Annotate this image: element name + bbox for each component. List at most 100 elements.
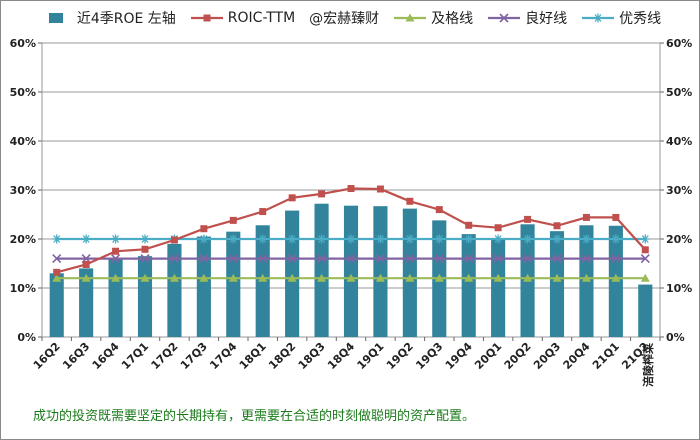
x-tick-label: 18Q1 (237, 340, 269, 372)
legend-swatch (487, 11, 521, 25)
legend-item: ROIC-TTM (190, 10, 295, 26)
legend-label: @宏赫臻财 (309, 11, 380, 27)
point-star (464, 234, 474, 244)
bar (196, 236, 211, 337)
bar (108, 257, 123, 337)
point-triangle (52, 273, 62, 282)
x-tick-label: 17Q2 (149, 340, 181, 372)
x-tick-label: 20Q1 (472, 340, 504, 372)
point-star (375, 234, 385, 244)
point-triangle (464, 273, 474, 282)
legend-swatch (581, 11, 615, 25)
point-star (111, 234, 121, 244)
point-square (524, 215, 532, 223)
bar (638, 284, 653, 337)
company-label: 涪陵榨菜 (641, 342, 655, 387)
point-triangle (111, 273, 121, 282)
point-square (612, 213, 620, 221)
point-x (493, 254, 503, 264)
point-star (258, 234, 268, 244)
point-square (465, 221, 473, 229)
point-x (523, 254, 533, 264)
x-tick-label: 16Q2 (31, 340, 63, 372)
point-star (523, 234, 533, 244)
point-triangle (552, 273, 562, 282)
bar (49, 273, 64, 337)
x-tick-label: 16Q3 (60, 340, 92, 372)
point-x (52, 254, 62, 264)
point-triangle (228, 273, 238, 282)
bar (461, 234, 476, 337)
point-square (406, 197, 414, 205)
point-x (228, 254, 238, 264)
point-triangle (611, 273, 621, 282)
point-x (434, 254, 444, 264)
bar (79, 268, 94, 337)
point-triangle (640, 273, 650, 282)
x-tick-label: 19Q3 (413, 340, 445, 372)
point-triangle (581, 273, 591, 282)
point-x (375, 254, 385, 264)
y-tick-label-right: 10% (666, 282, 692, 295)
point-x (581, 254, 591, 264)
point-triangle (523, 273, 533, 282)
point-star (52, 234, 62, 244)
y-tick-label-left: 40% (10, 135, 36, 148)
y-tick-label-left: 30% (10, 184, 36, 197)
legend-swatch (39, 11, 73, 25)
legend-item: 近4季ROE 左轴 (39, 8, 176, 28)
x-tick-label: 18Q2 (266, 340, 298, 372)
point-square (170, 236, 178, 244)
legend-label: 近4季ROE 左轴 (76, 11, 176, 27)
x-tick-label: 21Q1 (590, 340, 622, 372)
x-tick-label: 19Q2 (384, 340, 416, 372)
point-square (347, 185, 355, 193)
legend-item: @宏赫臻财 (309, 8, 379, 28)
point-triangle (199, 273, 209, 282)
point-square (229, 216, 237, 224)
bar (314, 203, 329, 337)
point-star (405, 234, 415, 244)
bar (491, 238, 506, 337)
point-star (287, 234, 297, 244)
y-tick-label-left: 10% (10, 282, 36, 295)
bar (137, 256, 153, 337)
point-square (112, 247, 120, 255)
chart-footnote: 成功的投资既需要坚定的长期持有，更需要在合适的时刻做聪明的资产配置。 (33, 409, 476, 424)
x-tick-label: 19Q4 (443, 340, 475, 372)
bar (373, 206, 388, 337)
point-square (288, 194, 296, 202)
legend-label: 优秀线 (619, 11, 662, 27)
x-tick-label: 16Q4 (90, 340, 122, 372)
point-square (318, 190, 326, 198)
point-x (287, 254, 297, 264)
x-tick-label: 20Q3 (531, 340, 563, 372)
bar (226, 231, 241, 337)
point-x (464, 254, 474, 264)
point-star (199, 234, 209, 244)
y-tick-label-left: 20% (10, 233, 36, 246)
y-tick-label-right: 40% (666, 135, 692, 148)
legend-label: 良好线 (525, 11, 568, 27)
point-square (582, 213, 590, 221)
x-tick-label: 18Q3 (296, 340, 328, 372)
point-square (200, 225, 208, 233)
y-tick-label-right: 30% (666, 184, 692, 197)
point-triangle (169, 273, 179, 282)
x-tick-label: 19Q1 (355, 340, 387, 372)
x-tick-label: 20Q2 (502, 340, 534, 372)
point-triangle (81, 273, 91, 282)
point-star (346, 234, 356, 244)
point-star (552, 234, 562, 244)
x-tick-label: 20Q4 (561, 340, 593, 372)
point-star (228, 234, 238, 244)
point-star (611, 234, 621, 244)
point-triangle (140, 273, 150, 282)
point-x (552, 254, 562, 264)
x-tick-label: 17Q3 (178, 340, 210, 372)
point-x (169, 254, 179, 264)
point-x (611, 254, 621, 264)
point-x (258, 254, 268, 264)
point-triangle (346, 273, 356, 282)
bar (343, 205, 359, 337)
